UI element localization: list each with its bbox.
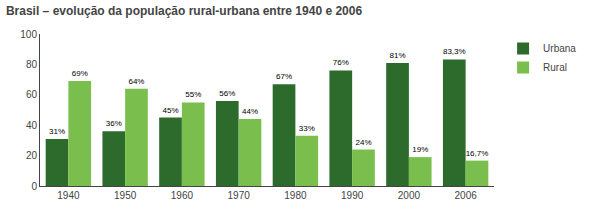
- svg-text:64%: 64%: [128, 77, 144, 86]
- svg-text:1960: 1960: [171, 190, 194, 201]
- svg-text:24%: 24%: [355, 138, 371, 147]
- svg-text:1980: 1980: [284, 190, 307, 201]
- svg-text:56%: 56%: [219, 89, 235, 98]
- svg-text:20: 20: [26, 150, 38, 161]
- svg-text:80: 80: [26, 59, 38, 70]
- svg-text:1970: 1970: [228, 190, 251, 201]
- svg-text:2000: 2000: [398, 190, 421, 201]
- svg-text:31%: 31%: [49, 127, 65, 136]
- svg-text:Urbana: Urbana: [543, 43, 576, 54]
- svg-text:1940: 1940: [57, 190, 80, 201]
- svg-text:16,7%: 16,7%: [466, 149, 489, 158]
- svg-text:83,3%: 83,3%: [443, 47, 466, 56]
- svg-text:67%: 67%: [276, 72, 292, 81]
- svg-text:40: 40: [26, 120, 38, 131]
- svg-text:1950: 1950: [114, 190, 137, 201]
- svg-text:76%: 76%: [333, 58, 349, 67]
- svg-text:69%: 69%: [72, 69, 88, 78]
- svg-text:Brasil – evolução da população: Brasil – evolução da população rural-urb…: [6, 4, 362, 18]
- svg-text:36%: 36%: [106, 119, 122, 128]
- svg-text:81%: 81%: [390, 51, 406, 60]
- svg-text:33%: 33%: [299, 124, 315, 133]
- svg-text:100: 100: [20, 29, 37, 40]
- svg-text:0: 0: [31, 181, 37, 192]
- svg-text:1990: 1990: [341, 190, 364, 201]
- svg-text:60: 60: [26, 89, 38, 100]
- svg-text:44%: 44%: [242, 107, 258, 116]
- svg-text:55%: 55%: [185, 90, 201, 99]
- svg-text:2006: 2006: [455, 190, 478, 201]
- svg-text:Rural: Rural: [543, 62, 567, 73]
- svg-text:45%: 45%: [163, 106, 179, 115]
- svg-text:19%: 19%: [412, 145, 428, 154]
